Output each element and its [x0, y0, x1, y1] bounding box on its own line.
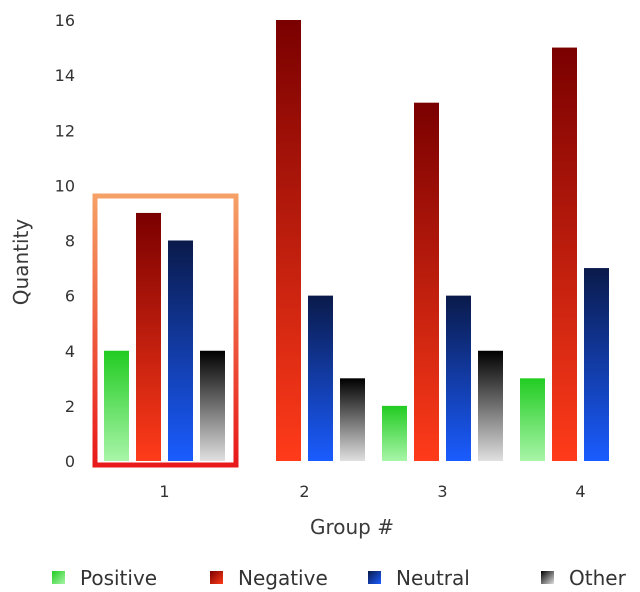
x-axis-title: Group #: [310, 515, 394, 539]
x-tick-label: 1: [159, 482, 169, 501]
highlight-box: [92, 193, 239, 468]
y-tick-label: 10: [55, 176, 75, 195]
bar-positive-group-4: [520, 378, 545, 461]
y-tick-label: 14: [55, 66, 75, 85]
y-tick-label: 2: [65, 397, 75, 416]
y-axis-title: Quantity: [9, 219, 33, 306]
bar-neutral-group-1: [168, 240, 193, 461]
legend-label-positive: Positive: [80, 566, 157, 590]
bar-negative-group-2: [276, 20, 301, 461]
x-tick-label: 2: [299, 482, 309, 501]
x-axis-ticks: 1 2 3 4: [159, 482, 585, 501]
legend-label-neutral: Neutral: [396, 566, 470, 590]
bar-positive-group-1: [104, 350, 129, 461]
bar-neutral-group-3: [446, 295, 471, 461]
bar-negative-group-1: [136, 212, 161, 461]
y-tick-label: 0: [65, 452, 75, 471]
legend-label-other: Other: [569, 566, 627, 590]
bar-negative-group-4: [552, 47, 577, 461]
y-tick-label: 6: [65, 287, 75, 306]
y-tick-label: 16: [55, 11, 75, 30]
y-axis-ticks: 0 2 4 6 8 10 12 14 16: [55, 11, 75, 471]
y-tick-label: 12: [55, 121, 75, 140]
legend-swatch-positive: [52, 571, 65, 584]
bars-layer: [104, 20, 609, 461]
bar-negative-group-3: [414, 102, 439, 461]
legend-swatch-neutral: [368, 571, 381, 584]
bar-other-group-3: [478, 350, 503, 461]
highlight-layer: [92, 193, 239, 468]
y-tick-label: 4: [65, 342, 75, 361]
x-tick-label: 4: [575, 482, 585, 501]
bar-other-group-2: [340, 378, 365, 461]
x-tick-label: 3: [437, 482, 447, 501]
bar-positive-group-3: [382, 405, 407, 461]
legend-label-negative: Negative: [238, 566, 328, 590]
legend-swatch-other: [541, 571, 554, 584]
bar-other-group-1: [200, 350, 225, 461]
legend: Positive Negative Neutral Other: [52, 566, 627, 590]
y-tick-label: 8: [65, 232, 75, 251]
legend-swatch-negative: [210, 571, 223, 584]
bar-neutral-group-4: [584, 268, 609, 461]
bar-neutral-group-2: [308, 295, 333, 461]
